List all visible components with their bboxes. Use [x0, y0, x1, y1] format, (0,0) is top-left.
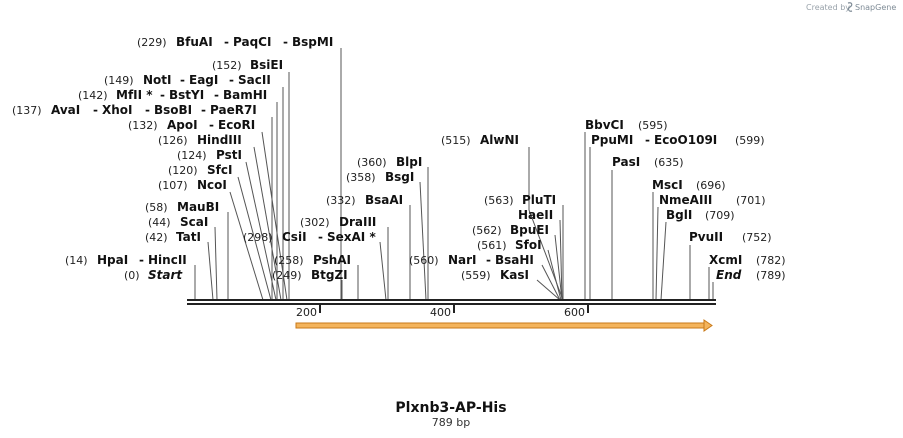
site-label[interactable]: (44) ScaI: [148, 211, 208, 230]
site-label[interactable]: End (789): [716, 264, 786, 283]
site-line: [245, 161, 277, 301]
site-label[interactable]: (137) AvaI - XhoI - BsoBI - PaeR7I: [12, 99, 257, 118]
site-label[interactable]: (562) BpuEI: [472, 219, 549, 238]
site-line: [253, 146, 282, 301]
credit-prefix: Created by: [806, 3, 850, 12]
site-line: [261, 131, 288, 301]
ruler-tick-label: 400: [430, 306, 451, 319]
site-label[interactable]: (360) BlpI: [357, 151, 422, 170]
site-line: [379, 241, 387, 301]
site-line: [559, 219, 563, 301]
site-label[interactable]: (229) BfuAI - PaqCI - BspMI: [137, 31, 333, 50]
ruler: 200 400 600: [296, 305, 589, 319]
site-label[interactable]: (249) BtgZI: [272, 264, 348, 283]
site-line: [660, 221, 667, 301]
feature-arrow[interactable]: [295, 319, 713, 332]
site-label[interactable]: HaeII: [518, 208, 553, 222]
site-label[interactable]: (258) PshAI: [274, 249, 351, 268]
site-label[interactable]: BbvCI (595): [585, 114, 668, 133]
site-line: [547, 249, 562, 301]
site-label[interactable]: (152) BsiEI: [212, 54, 283, 73]
site-label[interactable]: (149) NotI - EagI - SacII: [104, 69, 271, 88]
site-label[interactable]: (563) PluTI: [484, 189, 556, 208]
snapgene-logo-icon: [847, 2, 853, 12]
site-labels: (229) BfuAI - PaqCI - BspMI (152) BsiEI (1…: [12, 31, 786, 283]
site-line: [237, 176, 272, 301]
site-label[interactable]: (107) NcoI: [158, 174, 227, 193]
site-line: [419, 181, 427, 301]
site-line: [554, 234, 563, 301]
site-label[interactable]: (42) TatI: [145, 226, 201, 245]
site-label[interactable]: (120) SfcI: [168, 159, 232, 178]
site-label[interactable]: (332) BsaAI: [326, 189, 403, 208]
site-line: [655, 206, 659, 301]
site-label[interactable]: PvuII (752): [689, 226, 772, 245]
site-label[interactable]: BglI (709): [666, 204, 735, 223]
sequence-bar: [187, 299, 716, 305]
site-line: [229, 191, 264, 301]
site-label[interactable]: (126) HindIII: [158, 129, 242, 148]
site-label[interactable]: (58) MauBI: [145, 196, 219, 215]
site-label[interactable]: (358) BsgI: [346, 166, 414, 185]
site-label[interactable]: (302) DraIII: [300, 211, 376, 230]
site-label[interactable]: NmeAIII (701): [659, 189, 766, 208]
site-label[interactable]: (561) SfoI: [477, 234, 542, 253]
site-label[interactable]: (132) ApoI - EcoRI: [128, 114, 255, 133]
site-label[interactable]: MscI (696): [652, 174, 726, 193]
ruler-tick-label: 200: [296, 306, 317, 319]
site-label[interactable]: PasI (635): [612, 151, 684, 170]
site-label[interactable]: (14) HpaI - HincII: [65, 249, 187, 268]
credit-brand: SnapGene: [855, 3, 896, 12]
map-title: Plxnb3-AP-His: [395, 400, 506, 416]
site-line: [207, 241, 214, 301]
site-label[interactable]: (0) Start: [124, 264, 183, 283]
site-label[interactable]: (560) NarI - BsaHI: [409, 249, 534, 268]
site-label[interactable]: (142) MfII * - BstYI - BamHI: [78, 84, 267, 103]
site-label[interactable]: (559) KasI: [461, 264, 529, 283]
site-label[interactable]: (298) CsiI - SexAI *: [243, 226, 376, 245]
site-line: [214, 226, 218, 301]
site-label[interactable]: (124) PstI: [177, 144, 242, 163]
site-label[interactable]: PpuMI - EcoO109I (599): [591, 129, 765, 148]
site-label[interactable]: XcmI (782): [709, 249, 786, 268]
site-line: [536, 279, 561, 301]
ruler-tick-label: 600: [564, 306, 585, 319]
site-line: [541, 264, 561, 301]
site-label[interactable]: (515) AlwNI: [441, 129, 519, 148]
site-lines: [194, 48, 714, 301]
map-length: 789 bp: [432, 416, 470, 429]
